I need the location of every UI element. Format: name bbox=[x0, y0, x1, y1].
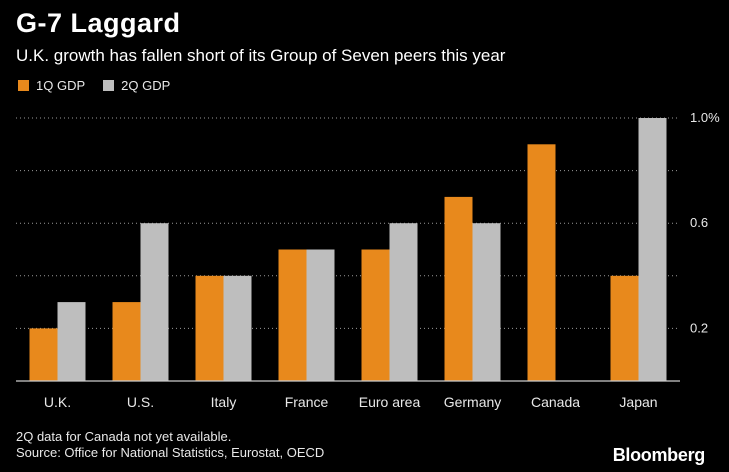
bar-1q bbox=[29, 328, 58, 381]
bar-1q bbox=[361, 249, 390, 381]
footnote: 2Q data for Canada not yet available. So… bbox=[16, 429, 324, 461]
legend-item-2q: 2Q GDP bbox=[103, 78, 170, 93]
x-tick-label: Euro area bbox=[359, 394, 421, 410]
legend-label-1q: 1Q GDP bbox=[36, 78, 86, 93]
legend-label-2q: 2Q GDP bbox=[121, 78, 171, 93]
x-tick-label: Japan bbox=[619, 394, 657, 410]
bar-2q bbox=[389, 223, 418, 381]
bar-1q bbox=[444, 196, 473, 381]
bar-2q bbox=[140, 223, 169, 381]
bars bbox=[29, 118, 667, 381]
footnote-note: 2Q data for Canada not yet available. bbox=[16, 429, 232, 444]
x-tick-label: France bbox=[285, 394, 329, 410]
bar-1q bbox=[112, 302, 141, 381]
chart-title: G-7 Laggard bbox=[16, 8, 181, 38]
legend: 1Q GDP 2Q GDP bbox=[18, 78, 188, 93]
bar-1q bbox=[527, 144, 556, 381]
bar-1q bbox=[278, 249, 307, 381]
bloomberg-logo: Bloomberg bbox=[612, 445, 706, 465]
legend-swatch-2q bbox=[103, 80, 115, 91]
footnote-source: Source: Office for National Statistics, … bbox=[16, 445, 325, 460]
bar-1q bbox=[195, 275, 224, 381]
bar-2q bbox=[223, 275, 252, 381]
bar-2q bbox=[472, 223, 501, 381]
x-tick-label: Canada bbox=[531, 394, 580, 410]
y-tick-label: 1.0% bbox=[690, 110, 720, 125]
gridlines bbox=[16, 117, 680, 329]
legend-swatch-1q bbox=[18, 80, 29, 91]
bar-2q bbox=[57, 302, 86, 381]
x-tick-label: U.K. bbox=[44, 394, 71, 410]
bar-2q bbox=[306, 249, 335, 381]
bar-1q bbox=[610, 275, 639, 381]
x-tick-label: U.S. bbox=[127, 394, 154, 410]
x-tick-label: Italy bbox=[211, 394, 237, 410]
chart-subtitle: U.K. growth has fallen short of its Grou… bbox=[16, 46, 506, 65]
tick-labels: 0.2 0.6 1.0% U.K. U.S. Italy France Euro area Ge… bbox=[44, 110, 720, 410]
y-tick-label: 0.2 bbox=[690, 320, 708, 335]
bar-2q bbox=[638, 118, 667, 381]
legend-item-1q: 1Q GDP bbox=[18, 78, 85, 93]
x-tick-label: Germany bbox=[444, 394, 502, 410]
y-tick-label: 0.6 bbox=[690, 215, 708, 230]
